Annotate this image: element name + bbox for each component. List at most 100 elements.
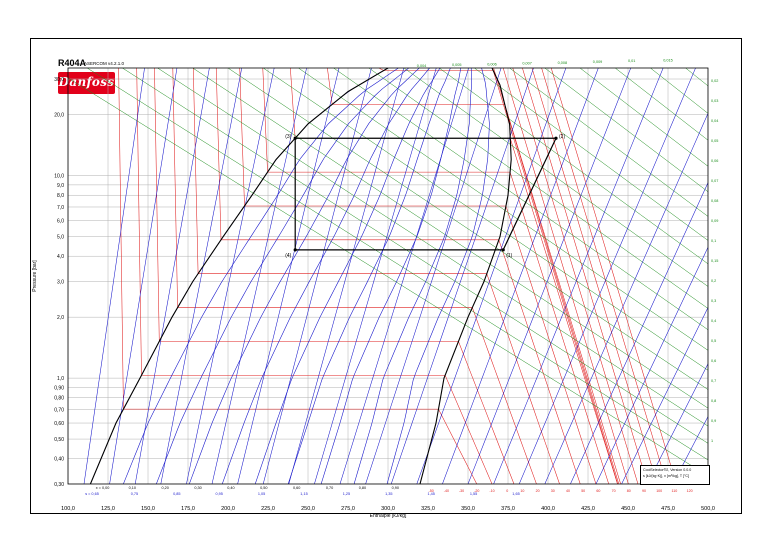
isochore-line	[68, 77, 708, 477]
isotherm-line	[512, 68, 639, 484]
isotherm-line	[262, 68, 609, 484]
temperature-label: 70	[612, 489, 616, 493]
volume-label: 0,004	[417, 64, 427, 68]
isochore-line	[509, 68, 708, 217]
y-tick-label: 6,0	[57, 219, 64, 225]
volume-label: 0,06	[711, 159, 718, 163]
x-tick-label: 450,0	[621, 506, 635, 512]
isochore-line	[333, 68, 708, 331]
volume-label: 0,15	[711, 259, 718, 263]
isentrope-line	[314, 68, 437, 484]
volume-label: 0,009	[593, 60, 603, 64]
isochore-line	[439, 68, 708, 265]
isochore-line	[368, 68, 708, 309]
x-tick-label: 150,0	[141, 506, 155, 512]
isentrope-line	[416, 68, 567, 484]
x-tick-label: 200,0	[221, 506, 235, 512]
volume-label: 0,6	[711, 359, 716, 363]
isotherm-line	[136, 68, 493, 484]
temperature-label: 10	[520, 489, 524, 493]
x-tick-label: 475,0	[661, 506, 675, 512]
logo-text: Danfoss	[58, 75, 115, 89]
quality-line	[156, 68, 409, 484]
quality-line	[188, 68, 420, 484]
cycle-point	[293, 136, 297, 140]
quality-label: 0,60	[293, 486, 300, 490]
isochore-line	[122, 68, 708, 444]
isentrope-line	[339, 68, 469, 484]
isochore-line	[403, 68, 708, 287]
x-tick-label: 375,0	[501, 506, 515, 512]
isotherm-line	[493, 68, 620, 484]
x-tick-label: 100,0	[61, 506, 75, 512]
isentrope-line	[672, 415, 708, 484]
volume-label: 0,09	[711, 219, 718, 223]
temperature-label: 20	[536, 489, 540, 493]
isotherm-line	[154, 68, 515, 484]
cycle-point-label: (1)	[506, 253, 512, 259]
isentrope-line	[698, 465, 708, 484]
isotherm-line	[193, 68, 560, 484]
isochore-line	[579, 68, 708, 167]
entropy-label: 1,65	[512, 492, 519, 496]
temperature-label: -40	[444, 489, 449, 493]
isentrope-line	[544, 112, 708, 484]
volume-label: 0,007	[522, 62, 532, 66]
isentrope-line	[595, 246, 708, 484]
isotherm-line	[531, 68, 658, 484]
info-box: CoolSelector®2, Version 0.0.0 s [kJ/(kg·…	[640, 465, 710, 485]
quality-line	[320, 68, 462, 484]
isochore-line	[474, 68, 708, 241]
y-tick-label: 30,0	[54, 77, 64, 83]
quality-label: 0,80	[359, 486, 366, 490]
isotherm-line	[378, 68, 618, 484]
volume-label: 0,008	[558, 61, 568, 65]
temperature-label: 30	[551, 489, 555, 493]
temperature-label: -10	[489, 489, 494, 493]
entropy-label: 0,85	[173, 492, 180, 496]
quality-label: 0,70	[326, 486, 333, 490]
temperature-label: -20	[474, 489, 479, 493]
x-tick-label: 350,0	[461, 506, 475, 512]
y-tick-label: 0,60	[54, 421, 64, 427]
y-tick-label: 7,0	[57, 205, 64, 211]
volume-label: 0,3	[711, 299, 716, 303]
y-tick-label: 9,0	[57, 183, 64, 189]
volume-label: 0,04	[711, 119, 718, 123]
entropy-label: 1,25	[343, 492, 350, 496]
x-tick-label: 425,0	[581, 506, 595, 512]
isentrope-line	[390, 68, 534, 484]
quality-label: 0,30	[194, 486, 201, 490]
y-tick-label: 0,30	[54, 482, 64, 488]
y-tick-label: 10,0	[54, 174, 64, 180]
isentrope-line	[518, 68, 696, 484]
entropy-label: 0,95	[216, 492, 223, 496]
entropy-label: 1,15	[300, 492, 307, 496]
y-tick-label: 0,50	[54, 437, 64, 443]
y-tick-label: 2,0	[57, 315, 64, 321]
isochore-line	[87, 68, 708, 461]
cycle-point	[293, 248, 297, 252]
isentrope-line	[134, 68, 210, 484]
danfoss-logo: Danfoss	[58, 72, 115, 94]
x-tick-label: 225,0	[261, 506, 275, 512]
isentrope-line	[237, 68, 340, 484]
volume-label: 0,2	[711, 279, 716, 283]
x-tick-label: 400,0	[541, 506, 555, 512]
y-tick-label: 0,40	[54, 457, 64, 463]
volume-label: 1	[711, 439, 713, 443]
isochore-line	[298, 68, 708, 351]
saturated-liquid-line	[89, 68, 389, 484]
isochore-line	[157, 68, 708, 427]
entropy-label: 1,05	[258, 492, 265, 496]
volume-label: 0,1	[711, 239, 716, 243]
isochore-line	[192, 68, 708, 409]
isentrope-line	[442, 68, 599, 484]
cycle-point-label: (2)	[559, 134, 565, 140]
cycle-point-label: (3)	[285, 134, 291, 140]
x-tick-label: 125,0	[101, 506, 115, 512]
plot-area	[68, 68, 708, 484]
quality-label: x = 0,00	[96, 486, 110, 490]
isotherm-line	[172, 68, 537, 484]
